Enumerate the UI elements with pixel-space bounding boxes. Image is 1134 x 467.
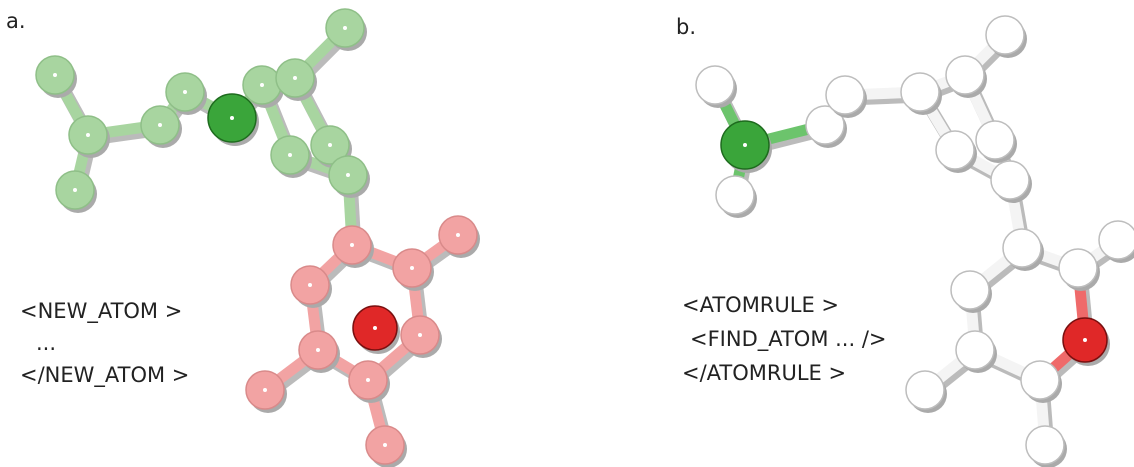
atom-highlight bbox=[383, 443, 387, 447]
atom-highlight bbox=[343, 26, 347, 30]
atom-highlight bbox=[373, 326, 377, 330]
molecules bbox=[36, 9, 1134, 467]
panel-label: a. bbox=[6, 9, 26, 33]
code-line: <FIND_ATOM ... /> bbox=[690, 327, 887, 352]
atom-highlight bbox=[1020, 246, 1024, 250]
atom-highlight bbox=[418, 333, 422, 337]
atom-highlight bbox=[308, 283, 312, 287]
atom-highlight bbox=[346, 173, 350, 177]
atom-highlight bbox=[288, 153, 292, 157]
atom-highlight bbox=[1003, 33, 1007, 37]
atom-highlight bbox=[823, 123, 827, 127]
atom-highlight bbox=[1008, 178, 1012, 182]
atom-highlight bbox=[918, 90, 922, 94]
code-line: </ATOMRULE > bbox=[682, 361, 846, 385]
atom-highlight bbox=[366, 378, 370, 382]
atom-highlight bbox=[73, 188, 77, 192]
atom-highlight bbox=[713, 83, 717, 87]
atom-highlight bbox=[158, 123, 162, 127]
atom-highlight bbox=[1083, 338, 1087, 342]
code-line: ... bbox=[36, 331, 56, 355]
atom-highlight bbox=[456, 233, 460, 237]
code-line: <ATOMRULE > bbox=[682, 293, 839, 317]
atom-highlight bbox=[316, 348, 320, 352]
atom-highlight bbox=[183, 90, 187, 94]
atom-highlight bbox=[968, 288, 972, 292]
atom-highlight bbox=[923, 388, 927, 392]
atom-highlight bbox=[410, 266, 414, 270]
atom-highlight bbox=[963, 73, 967, 77]
atom-highlight bbox=[230, 116, 234, 120]
atom-highlight bbox=[86, 133, 90, 137]
atom-highlight bbox=[263, 388, 267, 392]
atom-highlight bbox=[993, 138, 997, 142]
atom-highlight bbox=[260, 83, 264, 87]
figure: a. <NEW_ATOM > ... </NEW_ATOM > b. <ATOM… bbox=[0, 0, 1134, 467]
atom-highlight bbox=[1038, 378, 1042, 382]
atom-highlight bbox=[1043, 443, 1047, 447]
atom-highlight bbox=[350, 243, 354, 247]
code-line: <NEW_ATOM > bbox=[20, 299, 182, 324]
atom-highlight bbox=[953, 148, 957, 152]
atom-highlight bbox=[53, 73, 57, 77]
atom-highlight bbox=[733, 193, 737, 197]
atom-highlight bbox=[743, 143, 747, 147]
panel-label: b. bbox=[676, 15, 696, 39]
atom-highlight bbox=[973, 348, 977, 352]
atom-highlight bbox=[328, 143, 332, 147]
code-line: </NEW_ATOM > bbox=[20, 363, 189, 388]
atom-highlight bbox=[1076, 266, 1080, 270]
atom-highlight bbox=[843, 93, 847, 97]
atom-highlight bbox=[293, 76, 297, 80]
atom-highlight bbox=[1116, 238, 1120, 242]
